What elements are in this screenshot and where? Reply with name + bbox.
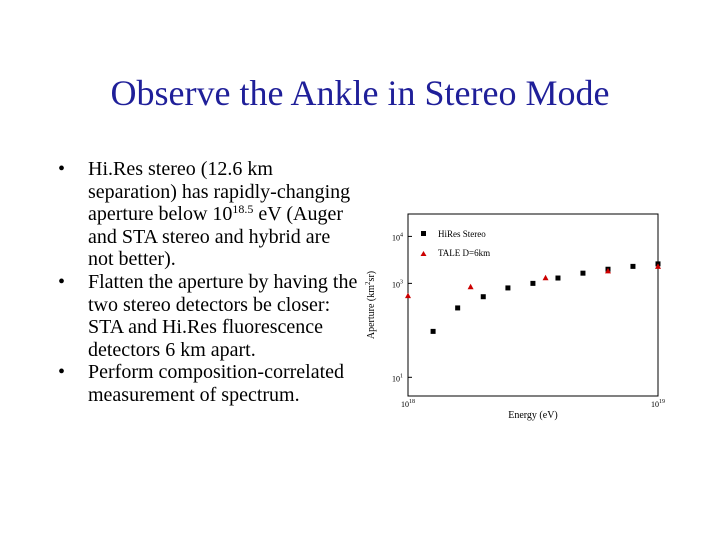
data-point-hires-stereo <box>505 285 511 291</box>
legend-marker-tale <box>420 251 427 256</box>
data-point-tale <box>405 292 411 299</box>
data-point-tale <box>467 283 474 290</box>
y-axis-label: Aperture (km2sr) <box>364 271 377 339</box>
x-tick-label: 1018 <box>401 399 415 409</box>
plot-frame <box>407 213 659 397</box>
legend-label-tale: TALE D=6km <box>438 248 490 258</box>
bullet-dot-icon: • <box>58 158 66 180</box>
bullet-dot-icon: • <box>58 270 66 293</box>
legend-label-hires: HiRes Stereo <box>438 229 486 239</box>
data-point-hires-stereo <box>430 328 436 334</box>
data-point-tale <box>655 263 661 269</box>
data-point-hires-stereo <box>630 263 636 269</box>
x-axis-ticks: 1018 1019 <box>401 399 665 409</box>
legend-marker-hires <box>421 231 426 236</box>
data-point-hires-stereo <box>480 294 486 300</box>
bullet-list: • Hi.Res stereo (12.6 km separation) has… <box>58 158 358 407</box>
bullet-item-hires-aperture: • Hi.Res stereo (12.6 km separation) has… <box>58 158 358 271</box>
bullet-text: Flatten the aperture by having the two s… <box>88 270 358 361</box>
bullet-dot-icon: • <box>58 361 66 384</box>
data-point-tale <box>605 267 612 274</box>
data-point-hires-stereo <box>555 275 561 281</box>
data-point-tale <box>542 274 549 281</box>
bullet-item-flatten-aperture: • Flatten the aperture by having the two… <box>58 271 358 361</box>
bullet-text: Perform composition-correlated measureme… <box>88 361 345 406</box>
data-point-hires-stereo <box>530 280 536 286</box>
aperture-chart: 101 103 104 1018 1019 HiRes Stereo TALE D=6… <box>360 205 680 430</box>
y-tick-label: 103 <box>392 279 403 289</box>
bullet-text: Hi.Res stereo (12.6 km separation) has r… <box>88 158 351 226</box>
data-point-hires-stereo <box>455 305 461 311</box>
slide-title: Observe the Ankle in Stereo Mode <box>110 73 610 113</box>
x-axis-label: Energy (eV) <box>508 410 558 421</box>
bullet-item-composition: • Perform composition-correlated measure… <box>58 361 358 406</box>
y-axis-ticks: 101 103 104 <box>392 232 412 383</box>
bullet-exponent: 18.5 <box>232 202 254 217</box>
x-tick-label: 1019 <box>651 399 665 409</box>
legend: HiRes Stereo TALE D=6km <box>420 229 490 258</box>
aperture-chart-svg: 101 103 104 1018 1019 HiRes Stereo TALE D=6… <box>364 213 665 421</box>
bullet-text-continued: eV (Auger and STA stereo and hybrid are … <box>88 203 343 271</box>
data-point-hires-stereo <box>580 270 586 276</box>
y-axis-label-exponent: 2 <box>364 281 372 285</box>
data-points <box>405 261 661 334</box>
y-tick-label: 101 <box>392 373 403 383</box>
y-tick-label: 104 <box>392 232 403 242</box>
